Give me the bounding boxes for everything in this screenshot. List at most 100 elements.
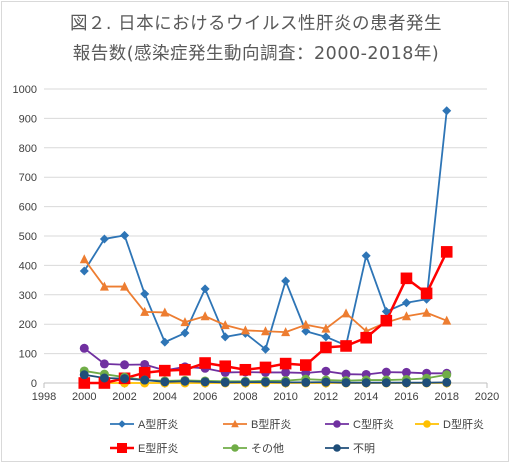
data-point-6 xyxy=(99,373,109,383)
data-point-1 xyxy=(281,327,291,337)
legend-marker-0 xyxy=(118,420,126,428)
legend-marker-5 xyxy=(231,444,239,452)
data-point-5 xyxy=(442,370,452,380)
data-point-4 xyxy=(299,359,312,371)
legend-label-6: 不明 xyxy=(353,442,375,455)
x-tick-label: 2000 xyxy=(72,391,96,403)
x-tick-label: 2016 xyxy=(394,391,418,403)
data-point-1 xyxy=(220,320,230,330)
data-point-0 xyxy=(361,251,371,261)
data-point-0 xyxy=(200,284,210,294)
data-point-2 xyxy=(341,369,351,379)
data-point-4 xyxy=(340,340,352,352)
data-point-6 xyxy=(442,377,452,387)
data-point-0 xyxy=(401,298,411,308)
data-point-1 xyxy=(160,307,170,317)
y-tick-label: 500 xyxy=(19,231,37,243)
data-point-4 xyxy=(440,246,453,258)
data-point-2 xyxy=(79,343,89,353)
y-tick-label: 400 xyxy=(19,260,37,272)
x-tick-label: 2002 xyxy=(112,391,136,403)
x-tick-label: 2014 xyxy=(354,391,378,403)
legend-label-1: B型肝炎 xyxy=(251,417,291,431)
data-point-2 xyxy=(321,366,331,376)
legend-marker-4 xyxy=(117,443,127,453)
data-point-0 xyxy=(261,344,270,354)
y-tick-label: 1000 xyxy=(13,84,37,96)
data-point-2 xyxy=(381,367,391,377)
x-tick-label: 2010 xyxy=(273,391,297,403)
data-point-0 xyxy=(140,289,150,299)
data-point-1 xyxy=(99,281,109,291)
data-point-1 xyxy=(301,319,311,329)
axes: 0 100 200 300 400 500 600 700 800 900 1000 1998 2000… xyxy=(13,84,500,403)
legend-marker-2 xyxy=(333,420,341,428)
data-point-0 xyxy=(321,332,331,342)
data-point-6 xyxy=(301,377,311,387)
data-point-1 xyxy=(79,254,89,264)
data-point-4 xyxy=(320,341,332,354)
y-tick-label: 900 xyxy=(19,113,37,125)
data-point-4 xyxy=(259,361,272,374)
data-point-6 xyxy=(160,377,170,387)
series-line-1 xyxy=(83,258,448,334)
y-tick-label: 200 xyxy=(19,319,37,331)
data-point-6 xyxy=(140,375,150,385)
data-point-6 xyxy=(381,378,391,388)
data-point-1 xyxy=(401,311,411,321)
x-tick-label: 2012 xyxy=(314,391,338,403)
data-point-0 xyxy=(381,307,391,317)
x-tick-label: 2020 xyxy=(475,391,499,403)
series-lines xyxy=(83,110,448,385)
data-point-4 xyxy=(98,377,111,389)
data-point-1 xyxy=(321,323,331,333)
x-tick-label: 2018 xyxy=(434,391,458,403)
data-point-6 xyxy=(422,378,432,388)
data-point-1 xyxy=(240,325,250,335)
data-point-6 xyxy=(261,377,270,387)
y-tick-label: 700 xyxy=(19,172,37,184)
data-point-4 xyxy=(138,366,151,379)
data-point-2 xyxy=(99,359,109,369)
data-point-1 xyxy=(140,306,150,316)
data-point-2 xyxy=(401,367,411,377)
data-point-6 xyxy=(341,378,351,388)
data-point-6 xyxy=(120,374,130,384)
data-point-4 xyxy=(179,363,191,376)
data-point-0 xyxy=(120,230,130,240)
series-markers xyxy=(78,106,453,389)
x-tick-label: 1998 xyxy=(32,391,56,403)
data-point-1 xyxy=(422,307,432,317)
data-point-1 xyxy=(341,308,351,318)
data-point-2 xyxy=(281,367,291,377)
legend-marker-6 xyxy=(333,444,341,452)
data-point-0 xyxy=(281,276,291,286)
x-tick-label: 2004 xyxy=(153,391,177,403)
legend-label-0: A型肝炎 xyxy=(138,417,178,431)
legend-label-3: D型肝炎 xyxy=(443,417,484,431)
data-point-6 xyxy=(321,377,331,387)
legend-label-2: C型肝炎 xyxy=(353,417,394,431)
data-point-6 xyxy=(240,377,250,387)
y-tick-label: 0 xyxy=(31,378,37,390)
legend-marker-3 xyxy=(423,420,431,428)
data-point-4 xyxy=(159,364,171,377)
gridlines xyxy=(44,88,487,355)
data-point-1 xyxy=(200,311,210,321)
data-point-2 xyxy=(140,359,150,369)
data-point-6 xyxy=(361,378,371,388)
data-point-4 xyxy=(239,363,252,376)
data-point-6 xyxy=(401,378,411,388)
legend: A型肝炎 B型肝炎 C型肝炎 D型肝炎 E型肝炎 その他 不明 xyxy=(110,417,484,455)
data-point-4 xyxy=(279,357,292,370)
data-point-4 xyxy=(360,331,372,344)
data-point-0 xyxy=(301,326,311,336)
data-point-1 xyxy=(120,281,130,291)
x-tick-label: 2006 xyxy=(193,391,217,403)
legend-label-4: E型肝炎 xyxy=(138,441,178,455)
data-point-6 xyxy=(220,377,230,387)
data-point-4 xyxy=(420,287,433,300)
chart-title-line1: 図２. 日本におけるウイルス性肝炎の患者発生 xyxy=(69,14,443,34)
data-point-4 xyxy=(78,377,91,389)
